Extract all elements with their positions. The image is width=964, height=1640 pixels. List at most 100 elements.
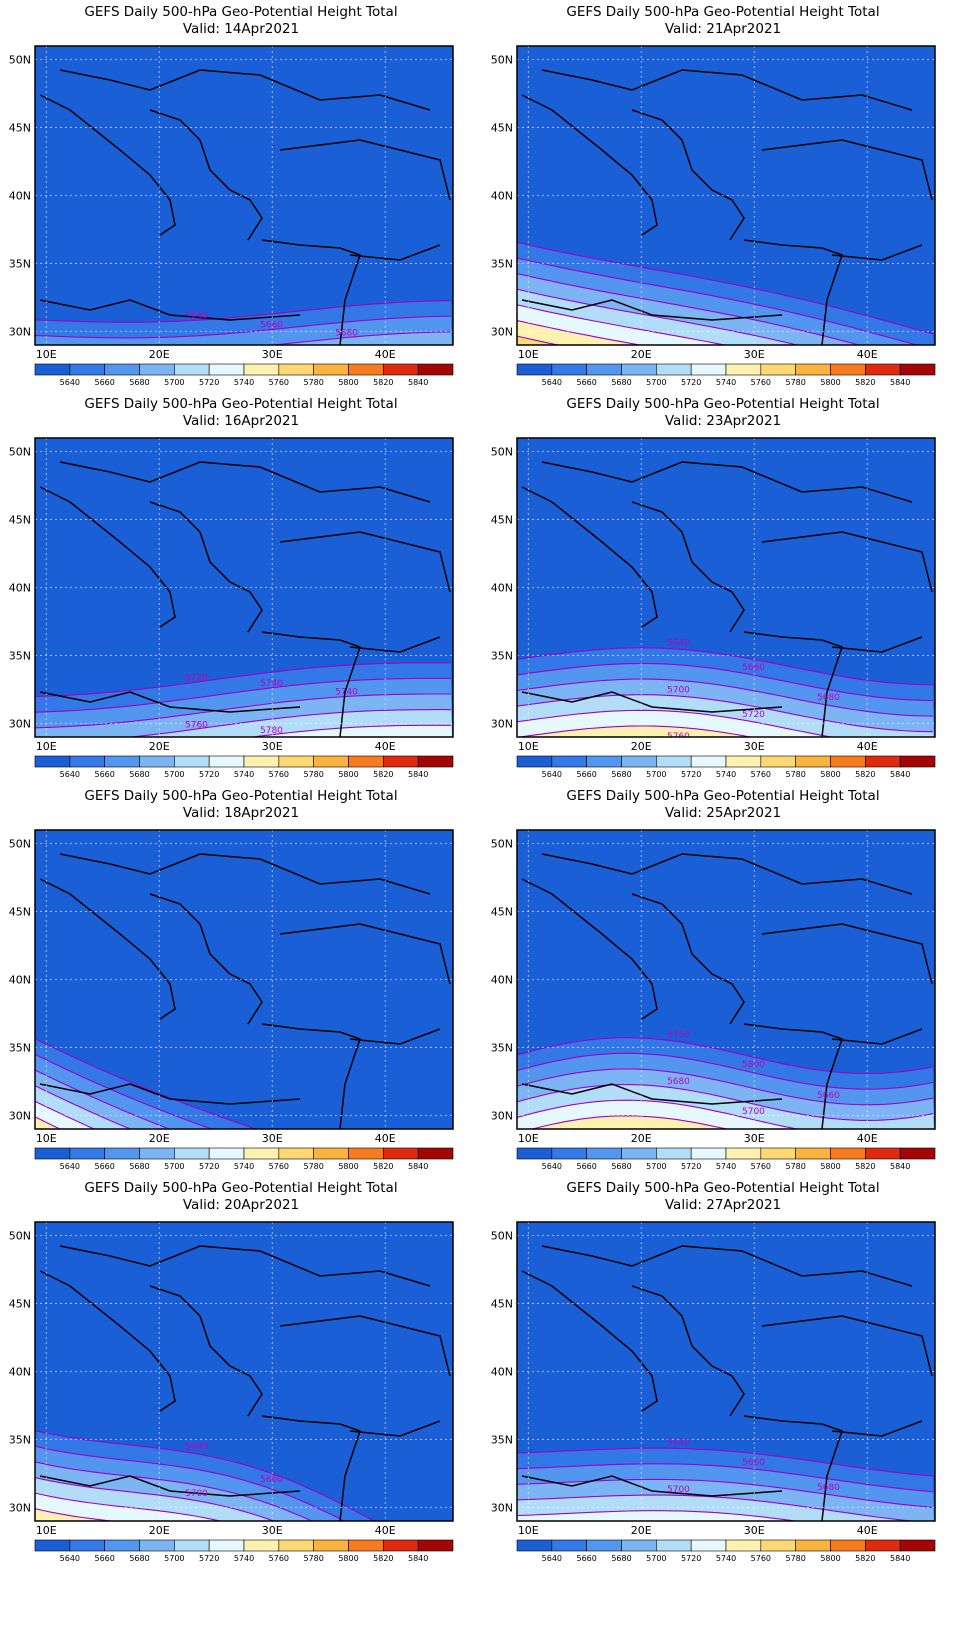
panel-valid-date: Valid: 23Apr2021: [664, 413, 782, 429]
colorbar-swatch: [34, 363, 71, 376]
contour-line: [267, 331, 452, 345]
colorbar-label: 5760: [751, 1554, 771, 1563]
height-band: [35, 1101, 95, 1129]
x-tick-label: 10E: [518, 348, 539, 361]
colorbar-label: 5740: [234, 770, 254, 779]
colorbar-label: 5760: [269, 378, 289, 387]
colorbar-label: 5840: [890, 770, 910, 779]
coastline: [39, 691, 301, 713]
colorbar-swatch: [313, 755, 349, 768]
contour-line: [35, 1085, 132, 1129]
colorbar-swatch: [208, 1147, 245, 1160]
contour-label: 5700: [667, 1485, 690, 1495]
contour-label: 5760: [667, 732, 690, 742]
coastline: [831, 636, 923, 653]
coastline: [521, 1270, 658, 1412]
map-frame: [516, 1221, 936, 1522]
panel-title: GEFS Daily 500-hPa Geo-Potential Height …: [566, 396, 880, 412]
y-tick-label: 30N: [9, 1109, 31, 1122]
x-tick-label: 40E: [375, 740, 396, 753]
colorbar-label: 5640: [60, 378, 80, 387]
colorbar-label: 5780: [785, 1554, 805, 1563]
colorbar-label: 5640: [542, 1162, 562, 1171]
colorbar-swatch: [174, 755, 210, 768]
colorbar-label: 5760: [751, 378, 771, 387]
coastline: [631, 109, 745, 241]
colorbar-label: 5820: [855, 1162, 875, 1171]
colorbar-swatch: [656, 1147, 692, 1160]
colorbar-label: 5720: [681, 770, 701, 779]
coastline: [59, 461, 431, 503]
colorbar-swatch: [586, 1539, 622, 1552]
contour-line: [35, 1053, 213, 1129]
coastline: [743, 1415, 843, 1521]
y-tick-label: 45N: [491, 906, 513, 919]
colorbar-swatch: [760, 1539, 796, 1552]
coastline: [261, 239, 361, 345]
colorbar-label: 5700: [646, 770, 666, 779]
colorbar-swatch: [278, 755, 314, 768]
contour-line: [517, 709, 834, 737]
colorbar-swatch: [516, 755, 553, 768]
x-tick-label: 40E: [857, 1132, 878, 1145]
coastline: [39, 1475, 301, 1497]
contour-label: 5660: [742, 663, 765, 673]
contour-label: 5700: [667, 685, 690, 695]
colorbar-swatch: [348, 755, 384, 768]
coastline: [279, 923, 451, 985]
colorbar-label: 5840: [408, 770, 428, 779]
x-tick-label: 40E: [375, 1132, 396, 1145]
colorbar-label: 5780: [303, 1162, 323, 1171]
map-panel: 10E 20E 30E 40E 50N 45N 40N 35N 30N 5640 5660 5680 5…: [0, 784, 482, 1194]
colorbar-swatch: [586, 755, 622, 768]
contour-line: [517, 1099, 933, 1129]
coastline: [39, 878, 176, 1020]
y-tick-label: 40N: [9, 1366, 31, 1379]
coastline: [149, 501, 263, 633]
colorbar-swatch: [417, 1147, 454, 1160]
coastline: [761, 139, 933, 201]
coastline: [831, 1420, 923, 1437]
contour-line: [517, 319, 643, 345]
coastline: [279, 531, 451, 593]
colorbar-label: 5820: [373, 1554, 393, 1563]
colorbar-swatch: [865, 755, 901, 768]
coastline: [521, 94, 658, 236]
colorbar-swatch: [208, 1539, 245, 1552]
colorbar-label: 5680: [129, 1162, 149, 1171]
colorbar-label: 5800: [338, 1162, 358, 1171]
y-tick-label: 50N: [9, 1230, 31, 1243]
colorbar-swatch: [139, 363, 175, 376]
x-tick-label: 40E: [857, 740, 878, 753]
colorbar-swatch: [243, 1539, 280, 1552]
x-tick-label: 40E: [857, 348, 878, 361]
contour-label: 5680: [335, 1522, 358, 1532]
y-tick-label: 35N: [491, 257, 513, 270]
contour-line: [35, 1069, 171, 1129]
y-tick-label: 30N: [491, 717, 513, 730]
colorbar-label: 5780: [785, 770, 805, 779]
colorbar-label: 5640: [542, 378, 562, 387]
y-tick-label: 50N: [491, 446, 513, 459]
colorbar-swatch: [104, 363, 140, 376]
colorbar-swatch: [551, 755, 587, 768]
map-svg: 5640 5660 5680 5700 5720 10E 20E 30E 40E 50N 45N 40…: [9, 1221, 454, 1563]
colorbar-label: 5700: [646, 1162, 666, 1171]
colorbar-label: 5680: [129, 1554, 149, 1563]
colorbar-label: 5760: [751, 1162, 771, 1171]
coastline: [149, 1285, 263, 1417]
y-tick-label: 50N: [491, 838, 513, 851]
y-tick-label: 40N: [9, 190, 31, 203]
colorbar-swatch: [899, 1147, 936, 1160]
y-tick-label: 35N: [9, 1041, 31, 1054]
colorbar-label: 5800: [820, 378, 840, 387]
panel-valid-date: Valid: 18Apr2021: [182, 805, 300, 821]
colorbar-swatch: [174, 1147, 210, 1160]
x-tick-label: 40E: [375, 348, 396, 361]
colorbar-swatch: [313, 1147, 349, 1160]
contour-line: [517, 647, 934, 686]
panel-valid-date: Valid: 20Apr2021: [182, 1197, 300, 1213]
contour-label: 5680: [817, 1483, 840, 1493]
y-tick-label: 45N: [9, 122, 31, 135]
y-tick-label: 30N: [491, 1109, 513, 1122]
